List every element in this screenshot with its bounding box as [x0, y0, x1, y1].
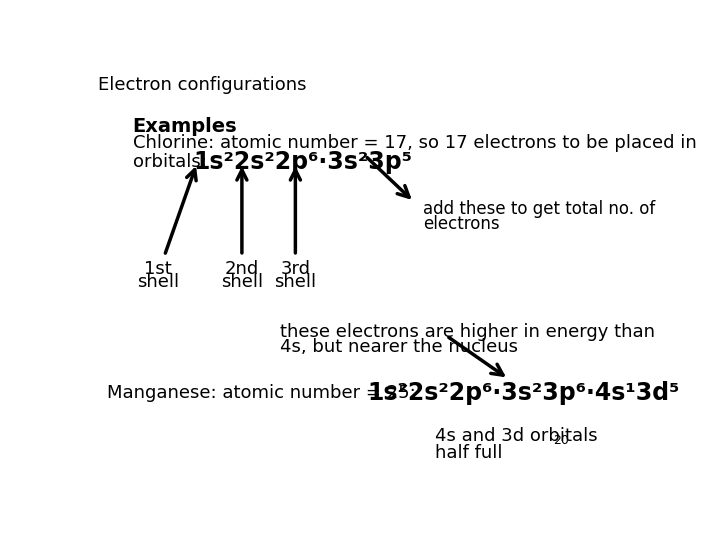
Text: half full: half full [435, 444, 503, 462]
Text: 20: 20 [553, 434, 569, 448]
Text: 2nd: 2nd [225, 260, 259, 278]
Text: Manganese: atomic number = 25:: Manganese: atomic number = 25: [107, 384, 421, 402]
Text: shell: shell [221, 273, 263, 292]
Text: shell: shell [274, 273, 316, 292]
Text: 1st: 1st [144, 260, 172, 278]
Text: 3rd: 3rd [280, 260, 310, 278]
Text: 4s, but nearer the nucleus: 4s, but nearer the nucleus [280, 338, 518, 356]
Text: 4s and 3d orbitals: 4s and 3d orbitals [435, 427, 598, 445]
Text: Chlorine: atomic number = 17, so 17 electrons to be placed in: Chlorine: atomic number = 17, so 17 elec… [132, 134, 696, 152]
Text: these electrons are higher in energy than: these electrons are higher in energy tha… [280, 323, 655, 341]
Text: 1s²2s²2p⁶·3s²3p⁵: 1s²2s²2p⁶·3s²3p⁵ [193, 150, 412, 174]
Text: 1s²2s²2p⁶·3s²3p⁶·4s¹3d⁵: 1s²2s²2p⁶·3s²3p⁶·4s¹3d⁵ [367, 381, 680, 405]
Text: Electron configurations: Electron configurations [98, 76, 306, 93]
Text: add these to get total no. of: add these to get total no. of [423, 200, 655, 218]
Text: orbitals:: orbitals: [132, 153, 212, 171]
Text: shell: shell [137, 273, 179, 292]
Text: Examples: Examples [132, 117, 238, 136]
Text: electrons: electrons [423, 215, 500, 233]
